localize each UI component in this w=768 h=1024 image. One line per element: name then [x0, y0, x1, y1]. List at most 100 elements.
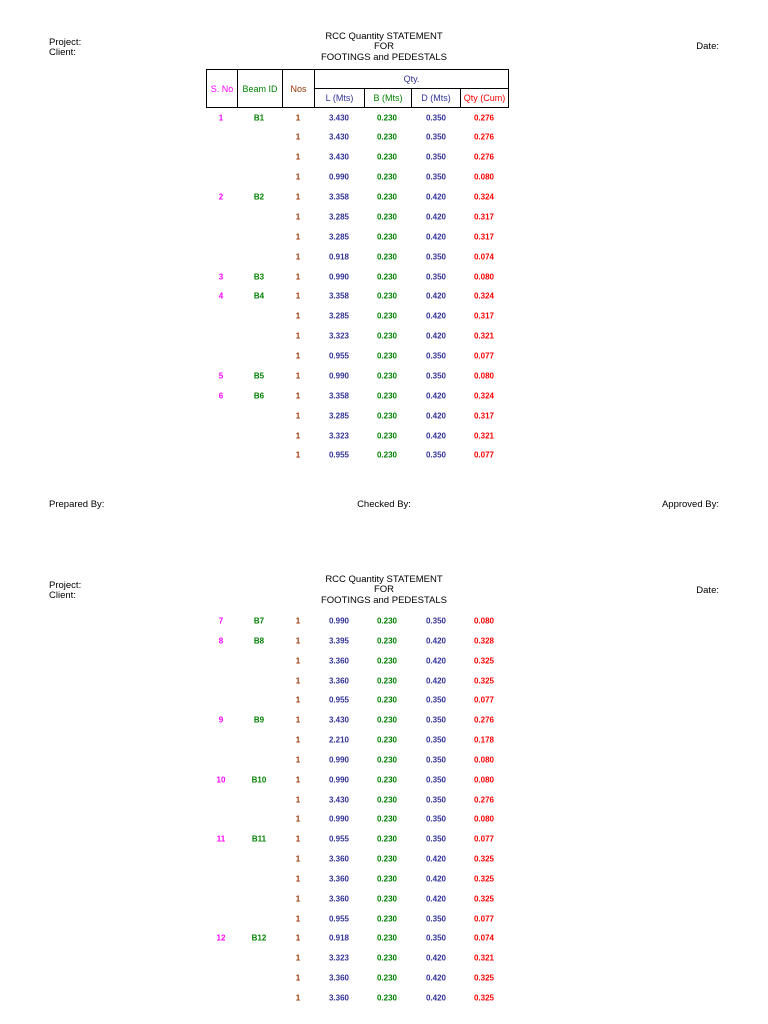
breadth: 0.230 [376, 616, 398, 626]
depth: 0.420 [425, 953, 447, 963]
depth: 0.350 [425, 834, 447, 844]
nos: 1 [295, 113, 301, 122]
length: 0.990 [328, 272, 350, 282]
quantity: 0.325 [473, 993, 495, 1003]
breadth: 0.230 [376, 192, 398, 202]
length: 0.955 [328, 914, 350, 924]
quantity: 0.321 [473, 953, 495, 963]
length: 0.918 [328, 252, 350, 262]
nos: 1 [295, 450, 301, 460]
nos: 1 [295, 331, 301, 341]
quantity: 0.080 [473, 371, 495, 381]
depth: 0.420 [425, 291, 447, 301]
beam-id: B3 [253, 272, 265, 282]
depth: 0.420 [425, 993, 447, 1003]
length: 3.360 [328, 894, 350, 904]
breadth: 0.230 [376, 656, 398, 666]
quantity: 0.276 [473, 795, 495, 805]
depth: 0.420 [425, 331, 447, 341]
col-header: Nos [282, 69, 315, 108]
nos: 1 [295, 735, 301, 745]
depth: 0.350 [425, 735, 447, 745]
depth: 0.350 [425, 252, 447, 262]
title: FOOTINGS and PEDESTALS [320, 595, 448, 606]
nos: 1 [295, 874, 301, 884]
col-header: Qty (Cum) [460, 88, 509, 108]
nos: 1 [295, 351, 301, 361]
nos: 1 [295, 232, 301, 242]
nos: 1 [295, 715, 301, 725]
depth: 0.420 [425, 894, 447, 904]
quantity: 0.317 [473, 212, 495, 222]
col-header: Qty. [314, 69, 509, 89]
length: 3.358 [328, 391, 350, 401]
s-no: 5 [218, 371, 224, 381]
depth: 0.420 [425, 411, 447, 421]
beam-id: B4 [253, 291, 265, 301]
nos: 1 [295, 291, 301, 301]
quantity: 0.080 [473, 775, 495, 785]
approved-by: Approved By: [661, 499, 719, 510]
breadth: 0.230 [376, 715, 398, 725]
depth: 0.350 [425, 795, 447, 805]
length: 3.430 [328, 715, 350, 725]
length: 0.990 [328, 814, 350, 824]
date-label: Date: [696, 585, 719, 596]
nos: 1 [295, 775, 301, 785]
quantity: 0.077 [473, 834, 495, 844]
col-header: D (Mts) [411, 88, 461, 108]
length: 0.918 [328, 933, 350, 943]
breadth: 0.230 [376, 431, 398, 441]
beam-id: B7 [253, 616, 265, 626]
nos: 1 [295, 834, 301, 844]
depth: 0.420 [425, 391, 447, 401]
breadth: 0.230 [376, 311, 398, 321]
quantity: 0.077 [473, 914, 495, 924]
breadth: 0.230 [376, 391, 398, 401]
depth: 0.350 [425, 616, 447, 626]
length: 3.323 [328, 431, 350, 441]
depth: 0.350 [425, 814, 447, 824]
length: 3.323 [328, 953, 350, 963]
quantity: 0.276 [473, 132, 495, 142]
depth: 0.420 [425, 854, 447, 864]
length: 3.285 [328, 411, 350, 421]
breadth: 0.230 [376, 973, 398, 983]
length: 3.358 [328, 291, 350, 301]
depth: 0.350 [425, 371, 447, 381]
length: 3.395 [328, 636, 350, 646]
nos: 1 [295, 212, 301, 222]
depth: 0.350 [425, 450, 447, 460]
breadth: 0.230 [376, 834, 398, 844]
breadth: 0.230 [376, 894, 398, 904]
quantity: 0.276 [473, 715, 495, 725]
length: 0.955 [328, 351, 350, 361]
length: 0.990 [328, 775, 350, 785]
nos: 1 [295, 431, 301, 441]
depth: 0.350 [425, 351, 447, 361]
nos: 1 [295, 311, 301, 321]
nos: 1 [295, 636, 301, 646]
nos: 1 [295, 252, 301, 262]
quantity: 0.276 [473, 152, 495, 162]
col-header: B (Mts) [364, 88, 412, 108]
breadth: 0.230 [376, 993, 398, 1003]
length: 2.210 [328, 735, 350, 745]
breadth: 0.230 [376, 291, 398, 301]
title: FOR [373, 584, 395, 595]
breadth: 0.230 [376, 755, 398, 765]
s-no: 6 [218, 391, 224, 401]
nos: 1 [295, 676, 301, 686]
nos: 1 [295, 795, 301, 805]
length: 3.285 [328, 311, 350, 321]
nos: 1 [295, 411, 301, 421]
nos: 1 [295, 132, 301, 142]
depth: 0.350 [425, 715, 447, 725]
breadth: 0.230 [376, 450, 398, 460]
depth: 0.350 [425, 132, 447, 142]
nos: 1 [295, 172, 301, 182]
nos: 1 [295, 391, 301, 401]
depth: 0.350 [425, 695, 447, 705]
breadth: 0.230 [376, 351, 398, 361]
